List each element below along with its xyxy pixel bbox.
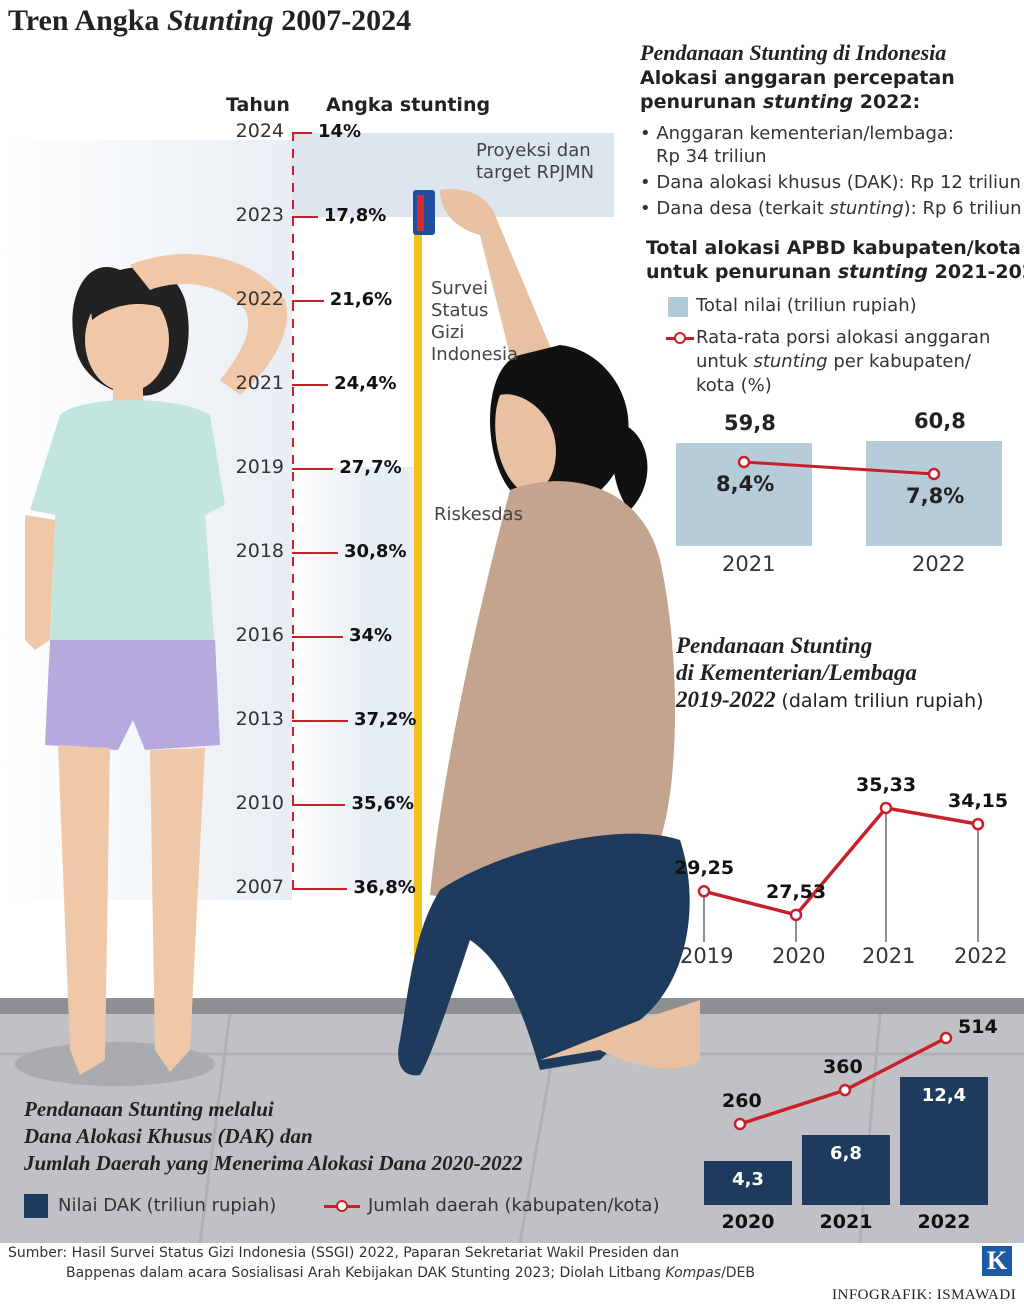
kl-value-label: 29,25 [674, 857, 735, 880]
trend-year-label: 2010 [235, 792, 284, 814]
kl-value-label: 34,15 [948, 790, 1009, 813]
trend-tick [292, 636, 343, 638]
funding-item-dana-desa: • Dana desa (terkait stunting): Rp 6 tri… [640, 198, 1022, 219]
dak-bar-value: 4,3 [732, 1168, 764, 1190]
trend-year-label: 2018 [235, 540, 284, 562]
trend-tick [292, 888, 348, 890]
trend-tick [292, 132, 312, 134]
trend-tick [292, 804, 346, 806]
riskesdas-label: Riskesdas [434, 504, 523, 525]
kl-line-series [703, 806, 979, 917]
apbd-year-label: 2022 [912, 552, 966, 576]
trend-value-label: 35,6% [351, 793, 414, 814]
kl-year-label: 2020 [772, 944, 826, 968]
infographic-credit: INFOGRAFIK: ISMAWADI [832, 1287, 1017, 1303]
floor-edge [0, 998, 1024, 1014]
kl-year-label: 2019 [680, 944, 734, 968]
trend-value-label: 27,7% [339, 457, 402, 478]
dak-legend-bar-swatch [24, 1194, 48, 1218]
apbd-legend-line-marker [674, 332, 686, 344]
source-note: Sumber: Hasil Survei Status Gizi Indones… [8, 1245, 756, 1281]
dak-bar [802, 1134, 890, 1205]
column-header-year: Tahun [226, 94, 290, 116]
children-illustration [25, 189, 700, 1076]
funding-list: • Anggaran kementerian/lembaga: Rp 34 tr… [640, 122, 1022, 220]
dak-line-value: 260 [722, 1090, 762, 1112]
kl-line-point [697, 885, 711, 898]
dak-line-value: 360 [823, 1056, 863, 1079]
apbd-line-value: 8,4% [716, 472, 775, 496]
trend-year-label: 2013 [235, 708, 284, 730]
apbd-line-value: 7,8% [906, 484, 965, 508]
trend-axis [292, 132, 294, 890]
funding-item-dak: • Dana alokasi khusus (DAK): Rp 12 trili… [640, 172, 1021, 193]
dak-legend-line-label: Jumlah daerah (kabupaten/kota) [368, 1195, 660, 1216]
trend-year-label: 2023 [235, 204, 284, 226]
kompas-logo: K [982, 1246, 1012, 1276]
dak-bar-value: 6,8 [830, 1142, 862, 1164]
kl-line-point [789, 908, 803, 922]
funding-item-kl-amount: Rp 34 triliun [656, 146, 767, 167]
dak-bar-value: 12,4 [921, 1085, 967, 1106]
apbd-title: Total alokasi APBD kabupaten/kota untuk … [646, 237, 1024, 283]
trend-year-label: 2019 [235, 456, 284, 478]
column-header-value: Angka stunting [326, 94, 491, 116]
kl-year-label: 2021 [862, 944, 916, 968]
trend-year-label: 2007 [235, 876, 284, 898]
trend-value-label: 30,8% [344, 541, 407, 562]
funding-item-kl: • Anggaran kementerian/lembaga: [640, 123, 954, 144]
kl-line-point [879, 801, 893, 815]
trend-tick [292, 468, 334, 470]
trend-value-label: 21,6% [329, 289, 393, 310]
trend-value-label: 37,2% [353, 709, 417, 730]
funding-subheading: Alokasi anggaran percepatan penurunan st… [640, 67, 955, 113]
apbd-year-label: 2021 [722, 552, 776, 576]
trend-value-label: 14% [318, 121, 362, 142]
page-title: Tren Angka Stunting 2007-2024 [8, 4, 412, 37]
dak-line-value: 514 [958, 1016, 998, 1038]
trend-tick [292, 384, 329, 386]
riskesdas-band [292, 467, 422, 891]
apbd-bar-value: 60,8 [914, 409, 966, 433]
dak-legend-line-marker [336, 1200, 348, 1212]
funding-heading: Pendanaan Stunting di Indonesia [640, 40, 947, 65]
trend-year-label: 2022 [235, 288, 284, 310]
trend-tick [292, 216, 318, 218]
dak-year-label: 2021 [819, 1211, 873, 1233]
dak-bar [704, 1160, 792, 1205]
apbd-legend-bar-label: Total nilai (triliun rupiah) [696, 295, 917, 316]
girl-figure [25, 253, 288, 1075]
kl-value-label: 35,33 [856, 773, 917, 796]
trend-year-label: 2021 [235, 372, 284, 394]
trend-year-label: 2024 [235, 120, 284, 142]
apbd-bar-value: 59,8 [724, 410, 776, 435]
apbd-legend-bar-swatch [668, 297, 688, 317]
dak-year-label: 2020 [721, 1211, 775, 1233]
trend-tick [292, 720, 348, 722]
dak-title: Pendanaan Stunting melalui Dana Alokasi … [24, 1097, 523, 1175]
trend-tick [292, 552, 339, 554]
apbd-bar [866, 441, 1002, 546]
projection-label: Proyeksi dan target RPJMN [476, 140, 595, 183]
kl-year-label: 2022 [954, 944, 1008, 968]
dak-year-label: 2022 [917, 1211, 971, 1233]
trend-value-label: 17,8% [323, 205, 387, 226]
kl-line-point [971, 817, 985, 831]
woman-figure [398, 189, 700, 1076]
apbd-legend-line-label: Rata-rata porsi alokasi anggaran untuk s… [696, 327, 991, 396]
measuring-pole [414, 230, 422, 1036]
trend-year-label: 2016 [235, 624, 284, 646]
trend-value-label: 36,8% [353, 877, 416, 898]
trend-value-label: 24,4% [334, 373, 397, 394]
dak-legend-bar-label: Nilai DAK (triliun rupiah) [58, 1195, 277, 1216]
kl-value-label: 27,53 [766, 880, 827, 903]
trend-value-label: 34% [349, 625, 393, 646]
trend-tick [292, 300, 324, 302]
ssgi-label: Survei Status Gizi Indonesia [431, 278, 519, 365]
kl-title: Pendanaan Stunting di Kementerian/Lembag… [676, 633, 984, 712]
